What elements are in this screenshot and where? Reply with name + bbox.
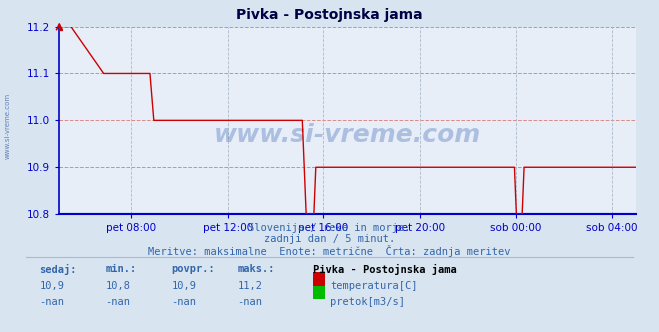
Text: 11,2: 11,2 [237, 281, 262, 290]
Text: -nan: -nan [171, 297, 196, 307]
Text: pretok[m3/s]: pretok[m3/s] [330, 297, 405, 307]
Text: min.:: min.: [105, 264, 136, 274]
Text: Slovenija / reke in morje.: Slovenija / reke in morje. [248, 223, 411, 233]
Text: -nan: -nan [237, 297, 262, 307]
Text: 10,9: 10,9 [40, 281, 65, 290]
Text: www.si-vreme.com: www.si-vreme.com [214, 124, 481, 147]
Text: 10,9: 10,9 [171, 281, 196, 290]
Text: -nan: -nan [105, 297, 130, 307]
Text: 10,8: 10,8 [105, 281, 130, 290]
Text: -nan: -nan [40, 297, 65, 307]
Text: povpr.:: povpr.: [171, 264, 215, 274]
Text: maks.:: maks.: [237, 264, 275, 274]
Text: sedaj:: sedaj: [40, 264, 77, 275]
Text: zadnji dan / 5 minut.: zadnji dan / 5 minut. [264, 234, 395, 244]
Text: temperatura[C]: temperatura[C] [330, 281, 418, 290]
Text: Pivka - Postojnska jama: Pivka - Postojnska jama [313, 264, 457, 275]
Text: Pivka - Postojnska jama: Pivka - Postojnska jama [236, 8, 423, 22]
Text: www.si-vreme.com: www.si-vreme.com [5, 93, 11, 159]
Text: Meritve: maksimalne  Enote: metrične  Črta: zadnja meritev: Meritve: maksimalne Enote: metrične Črta… [148, 245, 511, 257]
